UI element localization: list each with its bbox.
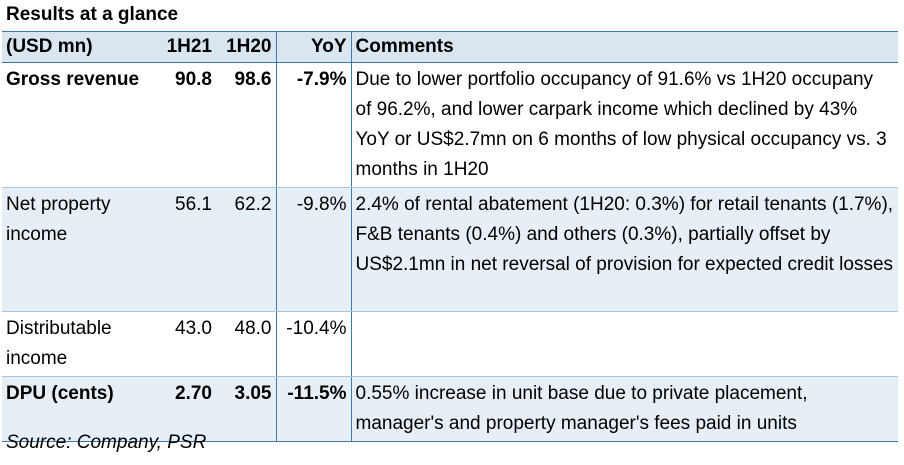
row-metric: Distributable income (2, 311, 158, 377)
row-1h20: 48.0 (216, 311, 276, 377)
row-1h21: 90.8 (158, 62, 216, 188)
row-1h21: 2.70 (158, 376, 216, 442)
header-1h21: 1H21 (158, 31, 216, 63)
header-row: (USD mn) 1H21 1H20 YoY Comments (2, 31, 898, 63)
results-table: (USD mn) 1H21 1H20 YoY Comments Gross re… (2, 31, 898, 442)
row-1h20: 62.2 (216, 187, 276, 312)
source-note: Source: Company, PSR (6, 432, 207, 453)
header-1h20: 1H20 (216, 31, 276, 63)
row-metric: DPU (cents) (2, 376, 158, 442)
table-title: Results at a glance (6, 4, 179, 25)
header-yoy: YoY (275, 31, 351, 63)
row-comment: 0.55% increase in unit base due to priva… (350, 376, 898, 442)
row-comment: 2.4% of rental abatement (1H20: 0.3%) fo… (350, 187, 898, 312)
row-metric: Net property income (2, 187, 158, 312)
header-metric: (USD mn) (2, 31, 158, 63)
row-comment: Due to lower portfolio occupancy of 91.6… (350, 62, 898, 188)
row-metric: Gross revenue (2, 62, 158, 188)
table-row: Net property income 56.1 62.2 -9.8% 2.4%… (2, 187, 898, 312)
row-comment (350, 311, 898, 377)
row-yoy: -9.8% (275, 187, 351, 312)
row-yoy: -7.9% (275, 62, 351, 188)
header-comments: Comments (350, 31, 898, 63)
row-yoy: -10.4% (275, 311, 351, 377)
row-1h21: 56.1 (158, 187, 216, 312)
table-row: DPU (cents) 2.70 3.05 -11.5% 0.55% incre… (2, 376, 898, 442)
row-1h21: 43.0 (158, 311, 216, 377)
row-1h20: 98.6 (216, 62, 276, 188)
row-1h20: 3.05 (216, 376, 276, 442)
table-row: Gross revenue 90.8 98.6 -7.9% Due to low… (2, 62, 898, 188)
table-row: Distributable income 43.0 48.0 -10.4% (2, 311, 898, 377)
row-yoy: -11.5% (275, 376, 351, 442)
